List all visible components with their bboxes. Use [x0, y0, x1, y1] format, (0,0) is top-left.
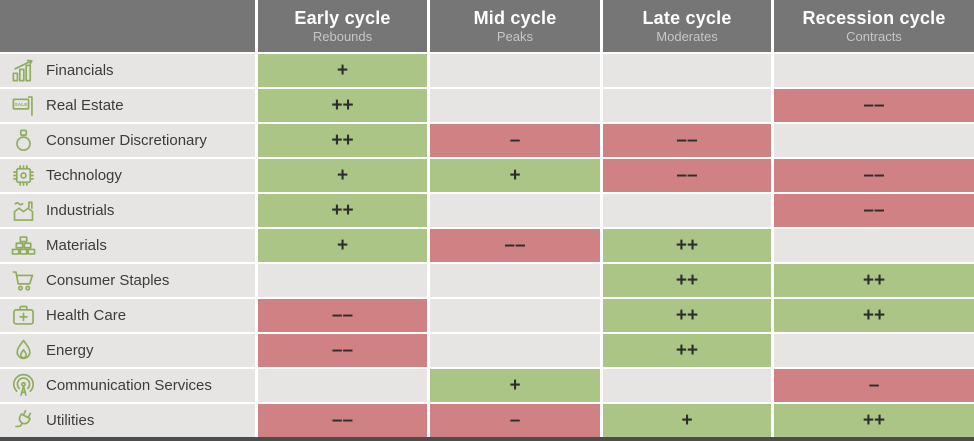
grid-cell-consumer-staples-recession-cycle: ++ — [774, 264, 974, 297]
sector-label: Technology — [46, 167, 122, 184]
grid-cell-real-estate-recession-cycle: –– — [774, 89, 974, 122]
header-corner-cell — [0, 0, 255, 52]
grid-cell-utilities-mid-cycle: – — [430, 404, 600, 437]
grid-cell-health-care-late-cycle: ++ — [603, 299, 771, 332]
sector-label: Energy — [46, 342, 94, 359]
grid-cell-utilities-recession-cycle: ++ — [774, 404, 974, 437]
column-header-early-cycle: Early cycle Rebounds — [258, 0, 427, 52]
sector-label: Consumer Staples — [46, 272, 170, 289]
grid-cell-consumer-discretionary-recession-cycle — [774, 124, 974, 157]
sector-label: Communication Services — [46, 377, 212, 394]
grid-cell-communication-services-recession-cycle: – — [774, 369, 974, 402]
grid-cell-health-care-recession-cycle: ++ — [774, 299, 974, 332]
sector-row-materials: Materials — [0, 229, 255, 262]
column-title: Late cycle — [642, 7, 732, 28]
column-header-recession-cycle: Recession cycle Contracts — [774, 0, 974, 52]
sector-label: Real Estate — [46, 97, 124, 114]
grid-cell-health-care-early-cycle: –– — [258, 299, 427, 332]
grid-cell-energy-early-cycle: –– — [258, 334, 427, 367]
chip-icon — [0, 162, 46, 189]
grid-cell-communication-services-late-cycle — [603, 369, 771, 402]
sector-label: Consumer Discretionary — [46, 132, 207, 149]
grid-cell-consumer-discretionary-late-cycle: –– — [603, 124, 771, 157]
grid-cell-materials-mid-cycle: –– — [430, 229, 600, 262]
grid-cell-energy-late-cycle: ++ — [603, 334, 771, 367]
grid-cell-energy-recession-cycle — [774, 334, 974, 367]
column-subtitle: Contracts — [846, 28, 902, 44]
ring-icon — [0, 127, 46, 154]
grid-cell-real-estate-early-cycle: ++ — [258, 89, 427, 122]
first-aid-icon — [0, 302, 46, 329]
grid-cell-real-estate-mid-cycle — [430, 89, 600, 122]
column-subtitle: Moderates — [656, 28, 718, 44]
cart-icon — [0, 267, 46, 294]
grid-cell-industrials-late-cycle — [603, 194, 771, 227]
grid-cell-technology-recession-cycle: –– — [774, 159, 974, 192]
grid-cell-financials-recession-cycle — [774, 54, 974, 87]
growth-chart-icon — [0, 57, 46, 84]
grid-cell-consumer-staples-mid-cycle — [430, 264, 600, 297]
grid-cell-real-estate-late-cycle — [603, 89, 771, 122]
grid-cell-industrials-recession-cycle: –– — [774, 194, 974, 227]
grid-cell-consumer-staples-late-cycle: ++ — [603, 264, 771, 297]
bricks-icon — [0, 232, 46, 259]
grid-cell-technology-late-cycle: –– — [603, 159, 771, 192]
sector-row-energy: Energy — [0, 334, 255, 367]
grid-cell-materials-recession-cycle — [774, 229, 974, 262]
antenna-icon — [0, 372, 46, 399]
sector-row-real-estate: SALE Real Estate — [0, 89, 255, 122]
sector-row-consumer-staples: Consumer Staples — [0, 264, 255, 297]
sector-row-industrials: Industrials — [0, 194, 255, 227]
grid-cell-financials-late-cycle — [603, 54, 771, 87]
column-title: Mid cycle — [473, 7, 557, 28]
sector-row-communication-services: Communication Services — [0, 369, 255, 402]
factory-icon — [0, 197, 46, 224]
sector-label: Utilities — [46, 412, 95, 429]
grid-cell-energy-mid-cycle — [430, 334, 600, 367]
grid-cell-communication-services-mid-cycle: + — [430, 369, 600, 402]
droplet-icon — [0, 337, 46, 364]
grid-cell-industrials-mid-cycle — [430, 194, 600, 227]
grid-cell-consumer-discretionary-mid-cycle: – — [430, 124, 600, 157]
sector-row-utilities: Utilities — [0, 404, 255, 437]
column-header-mid-cycle: Mid cycle Peaks — [430, 0, 600, 52]
grid-cell-financials-early-cycle: + — [258, 54, 427, 87]
grid-cell-utilities-early-cycle: –– — [258, 404, 427, 437]
column-subtitle: Peaks — [496, 28, 534, 44]
grid-cell-health-care-mid-cycle — [430, 299, 600, 332]
sector-label: Health Care — [46, 307, 127, 324]
sector-row-technology: Technology — [0, 159, 255, 192]
grid-cell-technology-mid-cycle: + — [430, 159, 600, 192]
sector-row-consumer-discretionary: Consumer Discretionary — [0, 124, 255, 157]
sector-label: Materials — [46, 237, 107, 254]
grid-cell-financials-mid-cycle — [430, 54, 600, 87]
svg-text:SALE: SALE — [14, 102, 28, 108]
sector-label: Financials — [46, 62, 114, 79]
grid-cell-industrials-early-cycle: ++ — [258, 194, 427, 227]
column-title: Early cycle — [294, 7, 391, 28]
column-subtitle: Rebounds — [312, 28, 373, 44]
sector-row-health-care: Health Care — [0, 299, 255, 332]
grid-cell-consumer-staples-early-cycle — [258, 264, 427, 297]
grid-cell-technology-early-cycle: + — [258, 159, 427, 192]
plug-icon — [0, 407, 46, 434]
grid-cell-communication-services-early-cycle — [258, 369, 427, 402]
column-title: Recession cycle — [802, 7, 946, 28]
column-header-late-cycle: Late cycle Moderates — [603, 0, 771, 52]
grid-cell-materials-early-cycle: + — [258, 229, 427, 262]
sector-row-financials: Financials — [0, 54, 255, 87]
grid-cell-consumer-discretionary-early-cycle: ++ — [258, 124, 427, 157]
sale-sign-icon: SALE — [0, 92, 46, 119]
sector-label: Industrials — [46, 202, 115, 219]
grid-cell-materials-late-cycle: ++ — [603, 229, 771, 262]
grid-cell-utilities-late-cycle: + — [603, 404, 771, 437]
bottom-bar — [0, 437, 974, 441]
